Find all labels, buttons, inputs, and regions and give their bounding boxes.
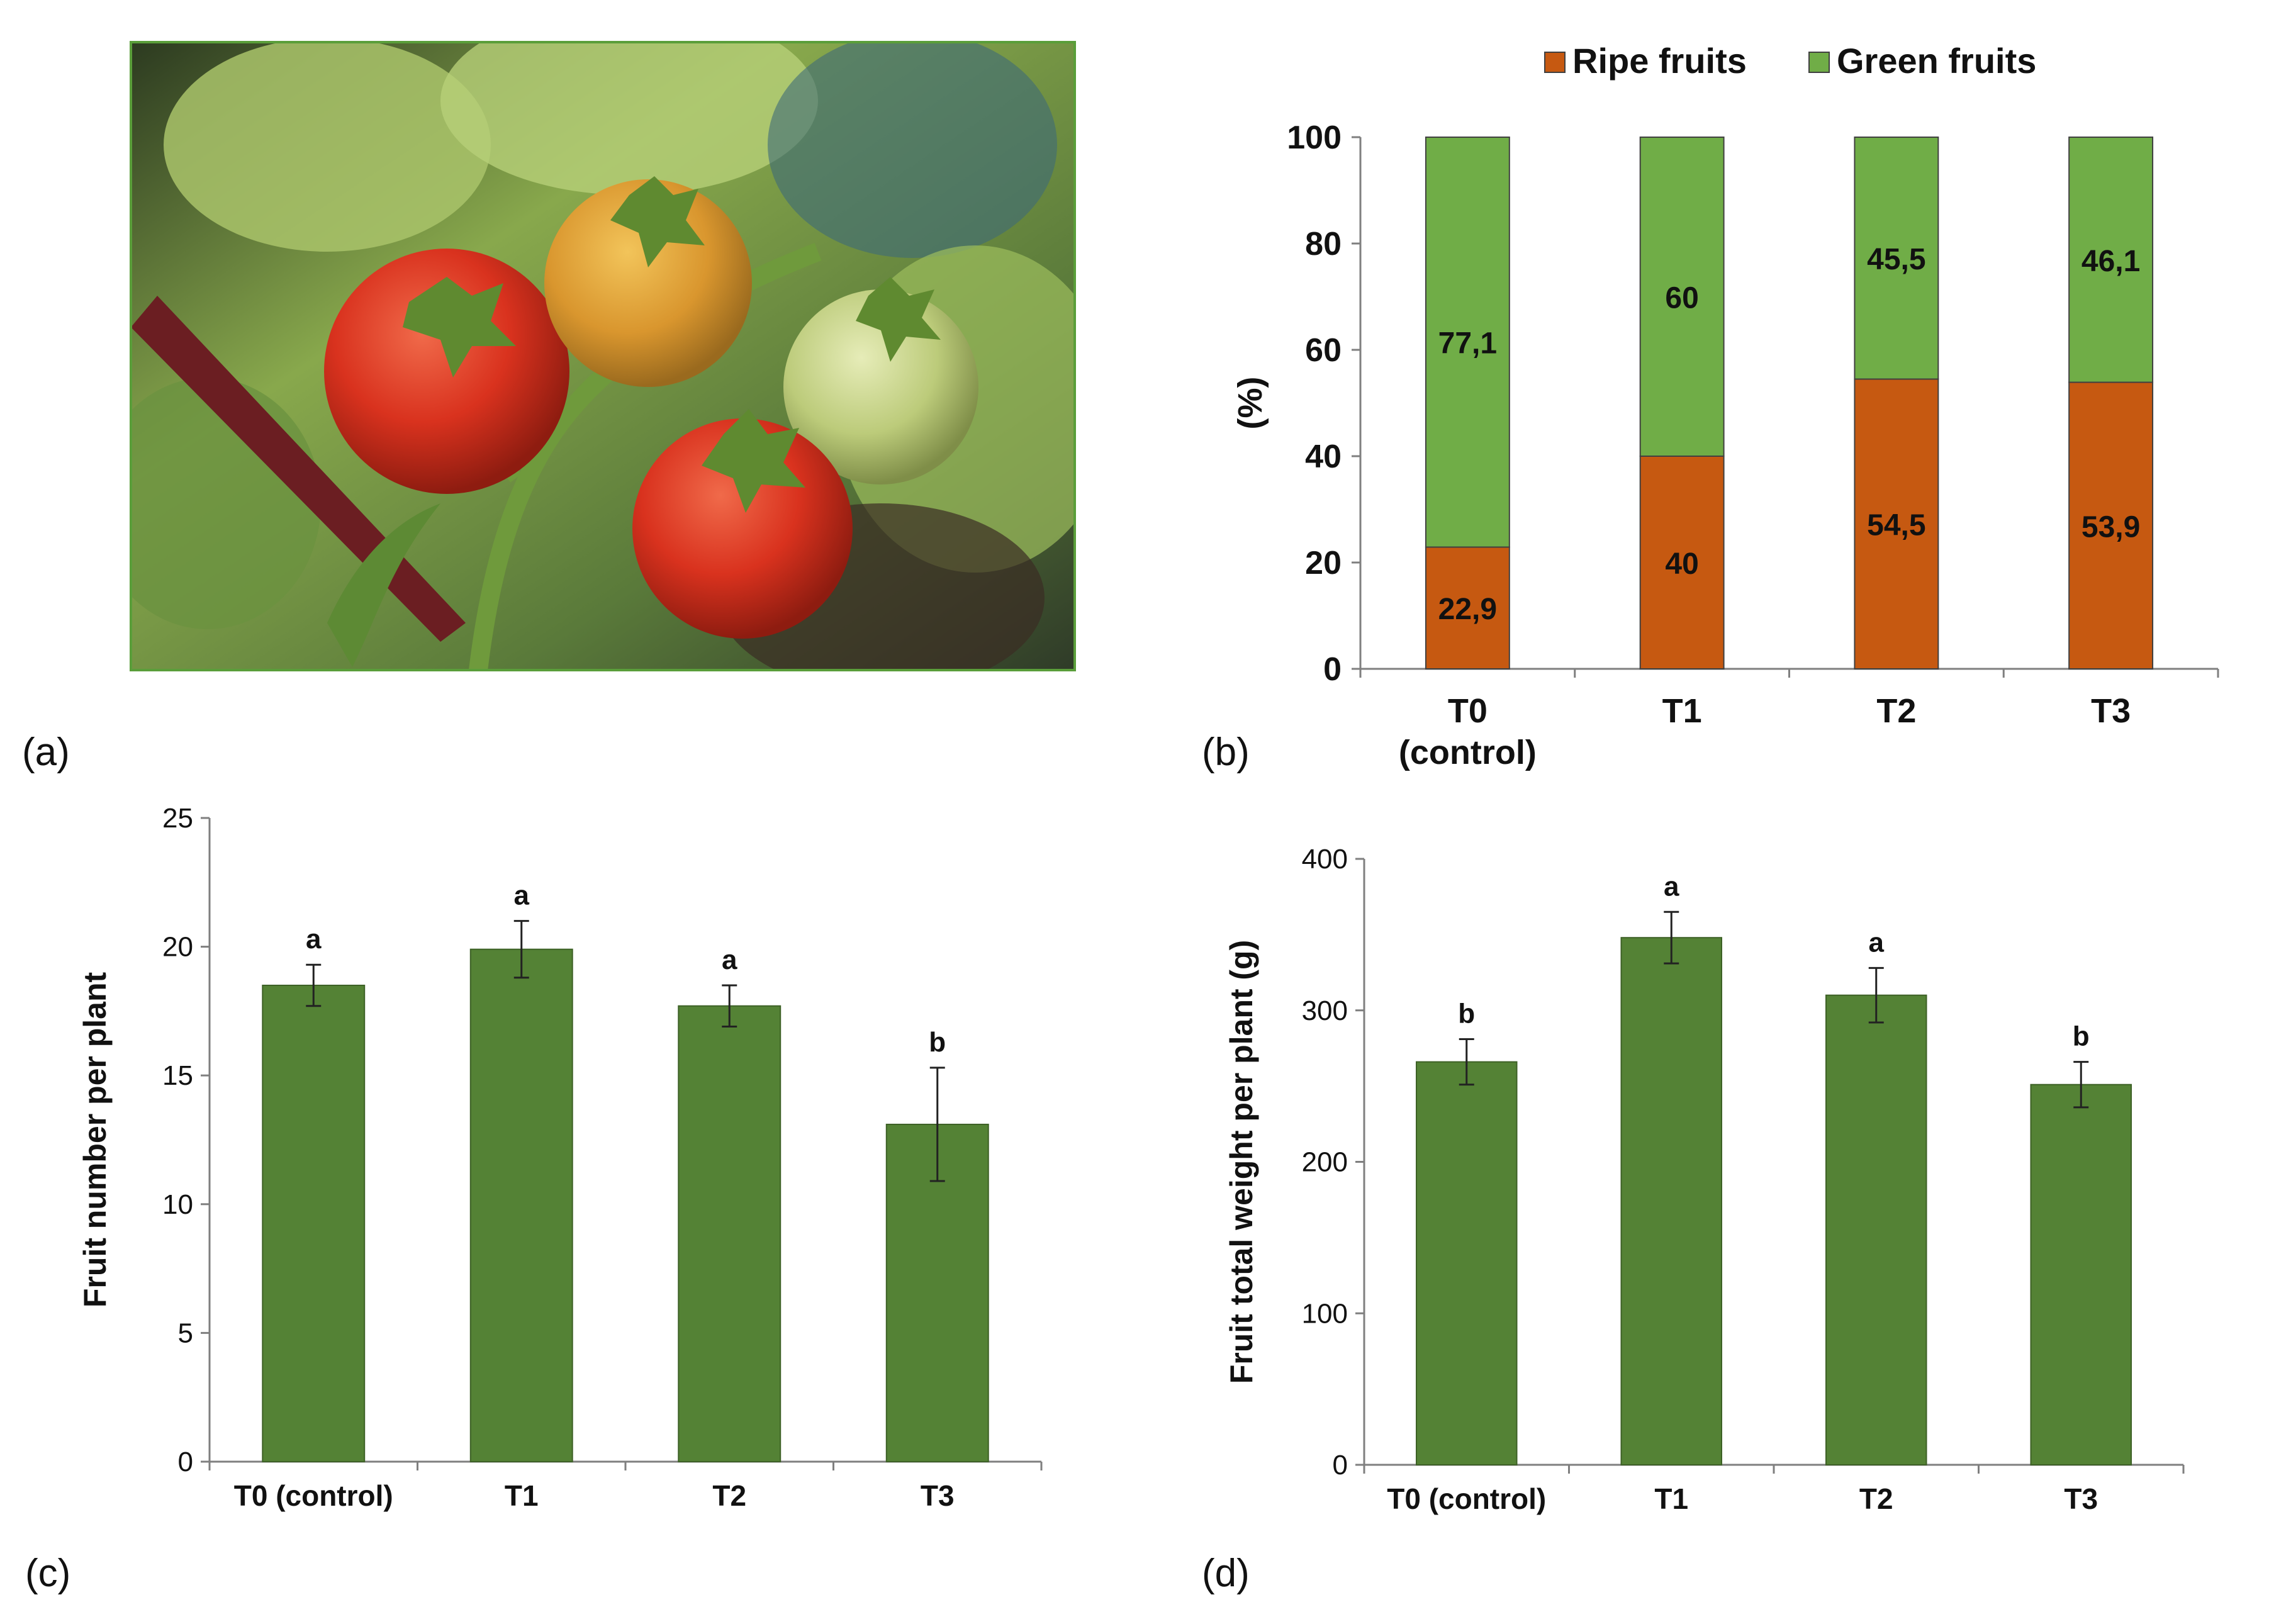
bar: [1416, 1061, 1518, 1466]
y-axis-title: Fruit number per plant: [77, 972, 113, 1308]
x-tick-label: T1: [1654, 1482, 1688, 1515]
legend-swatch-green: [1808, 52, 1830, 73]
significance-letter: b: [2073, 1021, 2090, 1052]
x-tick-label: T3: [2064, 1482, 2098, 1515]
x-tick-label: T3: [2091, 692, 2131, 730]
panel-label-b: (b): [1202, 731, 1250, 774]
tomato-photo: [130, 41, 1076, 671]
bar: [2030, 1084, 2132, 1465]
y-tick-label: 100: [1302, 1298, 1348, 1329]
panel-d: 0 100 200 300 400 b T0 (control) a T1 a T2 b T3 Fruit…: [1183, 780, 2286, 1624]
y-tick-label: 20: [162, 932, 193, 963]
bar: [1825, 994, 1927, 1465]
fruit-weight-chart: 0 100 200 300 400 b T0 (control) a T1 a T2 b T3 Fruit…: [1224, 844, 2185, 1515]
data-label: 46,1: [2081, 245, 2140, 278]
y-tick-label: 5: [178, 1318, 193, 1348]
y-tick-label: 15: [162, 1060, 193, 1091]
data-label: 77,1: [1438, 327, 1497, 361]
bar-ripe: [1639, 456, 1725, 669]
significance-letter: a: [1869, 927, 1885, 958]
x-tick-label: T2: [1859, 1482, 1893, 1515]
significance-letter: b: [1458, 998, 1475, 1029]
panel-b: 0 20 40 60 80 100 22,9 77,1 T0 (control) 40 60 T1 54,…: [1183, 0, 2286, 780]
bar: [1620, 937, 1722, 1465]
bar: [469, 948, 573, 1462]
bar-ripe: [1854, 378, 1939, 669]
bar-green: [1425, 137, 1510, 548]
panel-label-d: (d): [1202, 1552, 1250, 1595]
bar-ripe: [2068, 381, 2154, 669]
panel-label-c: (c): [25, 1552, 71, 1595]
data-label: 22,9: [1438, 593, 1497, 626]
x-tick-label: T2: [1876, 692, 1916, 730]
y-tick-label: 400: [1302, 844, 1348, 875]
y-tick-label: 60: [1305, 332, 1342, 369]
x-tick-label: T1: [505, 1479, 539, 1512]
y-axis-title: Fruit total weight per plant (g): [1224, 940, 1259, 1384]
significance-letter: b: [929, 1027, 946, 1058]
bar-green: [1639, 137, 1725, 457]
y-tick-label: 0: [1323, 651, 1342, 688]
y-tick-label: 100: [1287, 120, 1342, 156]
legend-label: Green fruits: [1837, 41, 2036, 81]
y-tick-label: 25: [162, 803, 193, 834]
panel-c: 0 5 10 15 20 25 a T0 (control) a T1 a T2 b T3 Fruit nu…: [0, 780, 1145, 1624]
y-tick-label: 20: [1305, 545, 1342, 581]
bar-ripe: [1425, 546, 1510, 669]
data-label: 54,5: [1867, 509, 1925, 542]
significance-letter: a: [1664, 871, 1679, 902]
y-tick-label: 200: [1302, 1147, 1348, 1178]
x-tick-label: (control): [1399, 734, 1537, 771]
panel-a: (a): [0, 0, 1133, 774]
panel-label-a: (a): [22, 731, 70, 774]
significance-letter: a: [722, 944, 737, 975]
x-tick-label: T0 (control): [234, 1479, 393, 1512]
significance-letter: a: [514, 880, 530, 911]
y-tick-label: 40: [1305, 439, 1342, 475]
y-tick-label: 300: [1302, 995, 1348, 1026]
bar-green: [1854, 137, 1939, 380]
legend-swatch-ripe: [1544, 52, 1566, 73]
x-tick-label: T0: [1448, 692, 1488, 730]
bar: [262, 984, 366, 1463]
y-tick-label: 80: [1305, 226, 1342, 262]
legend-label: Ripe fruits: [1572, 41, 1747, 81]
x-tick-label: T0 (control): [1387, 1482, 1546, 1515]
data-label: 40: [1665, 547, 1698, 581]
y-tick-label: 0: [178, 1447, 193, 1477]
x-tick-label: T3: [921, 1479, 955, 1512]
data-label: 53,9: [2081, 510, 2140, 544]
bar: [678, 1005, 782, 1462]
y-tick-label: 0: [1333, 1450, 1348, 1481]
bar-green: [2068, 137, 2154, 383]
data-label: 45,5: [1867, 243, 1925, 276]
y-axis-title: (%): [1231, 377, 1269, 430]
significance-letter: a: [306, 924, 322, 955]
data-label: 60: [1665, 282, 1698, 315]
fruit-number-chart: 0 5 10 15 20 25 a T0 (control) a T1 a T2 b T3 Fruit nu…: [77, 803, 1043, 1512]
x-tick-label: T2: [712, 1479, 746, 1512]
stacked-bar-chart: 0 20 40 60 80 100 22,9 77,1 T0 (control) 40 60 T1 54,…: [1231, 41, 2219, 771]
x-tick-label: T1: [1662, 692, 1702, 730]
y-tick-label: 10: [162, 1189, 193, 1220]
